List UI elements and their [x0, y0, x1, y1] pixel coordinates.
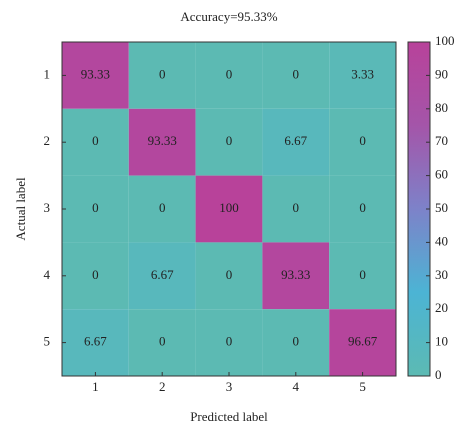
y-tick-label: 2 — [44, 133, 51, 148]
x-tick-label: 4 — [293, 379, 300, 394]
y-tick-label: 3 — [44, 200, 51, 215]
y-axis-label: Actual label — [13, 177, 28, 241]
heatmap-cell — [329, 42, 396, 109]
cell-label: 93.33 — [81, 66, 110, 81]
cell-label: 0 — [226, 66, 233, 81]
colorbar-tick-label: 30 — [435, 267, 448, 282]
heatmap-cell — [329, 108, 396, 176]
x-tick-label: 1 — [92, 379, 99, 394]
colorbar-tick-label: 60 — [435, 167, 448, 182]
cell-label: 0 — [226, 267, 233, 282]
heatmap-cell — [195, 108, 263, 176]
cell-label: 0 — [159, 66, 166, 81]
y-tick-label: 5 — [44, 334, 51, 349]
cell-label: 0 — [226, 334, 233, 349]
cell-label: 96.67 — [348, 334, 378, 349]
x-tick-label: 2 — [159, 379, 166, 394]
cell-label: 100 — [219, 200, 239, 215]
heatmap-cell — [128, 175, 196, 243]
heatmap-cell — [262, 242, 330, 310]
cell-label: 0 — [92, 200, 99, 215]
colorbar-tick-label: 40 — [435, 233, 448, 248]
colorbar-tick-label: 10 — [435, 334, 448, 349]
cell-label: 6.67 — [84, 334, 107, 349]
heatmap-cell — [62, 242, 129, 310]
heatmap-cell — [128, 108, 196, 176]
cell-label: 93.33 — [281, 267, 310, 282]
x-tick-label: 5 — [359, 379, 366, 394]
chart-title: Accuracy=95.33% — [180, 9, 277, 24]
heatmap-cell — [329, 309, 396, 376]
cell-label: 0 — [359, 200, 366, 215]
cell-label: 0 — [92, 267, 99, 282]
cell-label: 6.67 — [284, 133, 307, 148]
cell-label: 3.33 — [351, 66, 374, 81]
heatmap-cell — [329, 175, 396, 243]
colorbar-tick-label: 100 — [435, 33, 455, 48]
heatmap-cell — [62, 175, 129, 243]
heatmap-cell — [195, 309, 263, 376]
heatmap-cell — [262, 175, 330, 243]
heatmap-cell — [128, 42, 196, 109]
heatmap-cell — [262, 42, 330, 109]
heatmap-cell — [195, 42, 263, 109]
cell-label: 93.33 — [148, 133, 177, 148]
colorbar-tick-label: 70 — [435, 133, 448, 148]
heatmap-cell — [262, 309, 330, 376]
heatmap-cell — [195, 242, 263, 310]
cell-label: 0 — [293, 66, 300, 81]
cell-label: 0 — [226, 133, 233, 148]
colorbar-tick-label: 80 — [435, 100, 448, 115]
y-tick-label: 4 — [44, 267, 51, 282]
heatmap-cell — [62, 108, 129, 176]
heatmap-cell — [62, 309, 129, 376]
cell-label: 0 — [359, 133, 366, 148]
colorbar-tick-label: 20 — [435, 300, 448, 315]
cell-label: 6.67 — [151, 267, 174, 282]
y-tick-label: 1 — [44, 66, 51, 81]
colorbar-tick-label: 0 — [435, 367, 442, 382]
x-axis-label: Predicted label — [190, 409, 268, 424]
heatmap-cell — [195, 175, 263, 243]
heatmap-cell — [62, 42, 129, 109]
cell-label: 0 — [159, 200, 166, 215]
heatmap-cell — [262, 108, 330, 176]
cell-label: 0 — [159, 334, 166, 349]
cell-label: 0 — [293, 200, 300, 215]
heatmap-cell — [329, 242, 396, 310]
heatmap-cell — [128, 242, 196, 310]
cell-label: 0 — [359, 267, 366, 282]
cell-label: 0 — [293, 334, 300, 349]
colorbar-tick-label: 90 — [435, 66, 448, 81]
heatmap-cell — [128, 309, 196, 376]
cell-label: 0 — [92, 133, 99, 148]
colorbar-tick-label: 50 — [435, 200, 448, 215]
x-tick-label: 3 — [226, 379, 233, 394]
